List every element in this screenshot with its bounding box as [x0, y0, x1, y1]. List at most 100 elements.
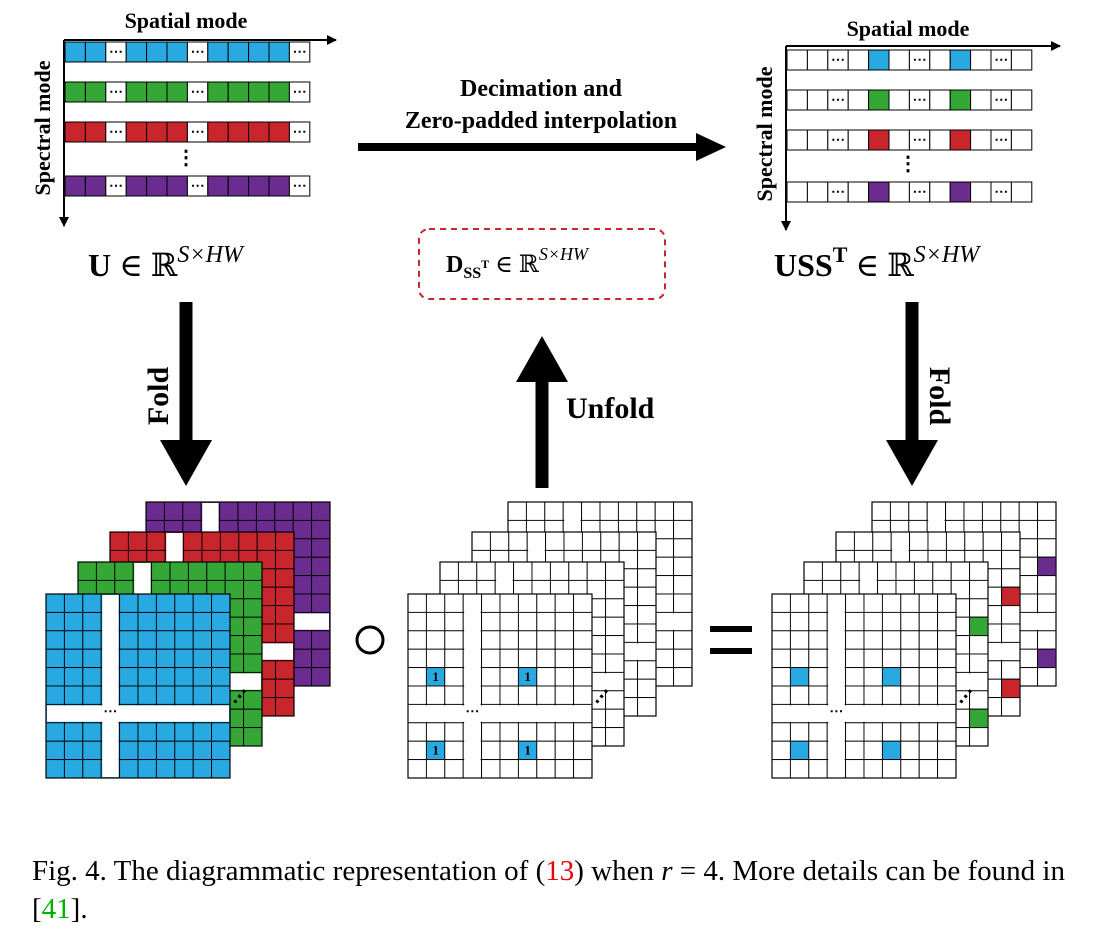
tensor-cell [311, 538, 331, 558]
tensor-cell [536, 759, 556, 779]
tensor-cell [407, 759, 427, 779]
tensor-cell [155, 722, 176, 742]
tensor-cell [789, 740, 810, 761]
tensor-cell [845, 648, 865, 669]
tensor-cell [499, 630, 519, 650]
tensor-cell [853, 531, 874, 551]
tensor-cell [275, 586, 295, 607]
tensor-cell [673, 575, 693, 595]
caption-citation[interactable]: 41 [41, 893, 71, 925]
left-row-cell [64, 41, 86, 63]
tensor-cell [45, 685, 65, 705]
left-row-ellipsis: ⋯ [109, 45, 123, 60]
tensor-cell [499, 648, 519, 669]
tensor-cell [211, 593, 231, 613]
tensor-cell [637, 605, 657, 625]
tensor-cell [808, 667, 828, 687]
equals-bar-bottom [710, 648, 752, 654]
left-row-cell [248, 41, 270, 63]
tensor-cell [581, 501, 601, 521]
caption-equation-ref[interactable]: 13 [545, 855, 575, 887]
unfold-head [516, 336, 568, 382]
tensor-cell [654, 593, 675, 613]
tensor-cell [211, 740, 231, 761]
right-label-sup: S×HW [914, 242, 982, 268]
tensor-cell [82, 740, 102, 761]
right-row-ellipsis: ⋯ [913, 185, 927, 200]
right-row-cell [806, 89, 829, 111]
tensor-cell [45, 648, 65, 669]
tensor-cell [900, 611, 920, 632]
tensor-cell [1037, 575, 1057, 595]
tensor-cell [275, 568, 295, 588]
tensor-cell [499, 667, 519, 687]
tensor-cell [45, 722, 65, 742]
tensor-cell [45, 611, 65, 632]
tensor-cell [439, 561, 459, 581]
tensor-cell [63, 722, 84, 742]
tensor-cell [637, 623, 657, 643]
tensor-cell [211, 630, 231, 650]
tensor-cell [155, 611, 176, 632]
tensor-cell [256, 531, 277, 551]
left-row-ellipsis: ⋯ [109, 179, 123, 194]
tensor-cell [499, 759, 519, 779]
tensor-cell [605, 635, 625, 655]
tensor-cell [1001, 623, 1021, 643]
tensor-cell [63, 648, 84, 669]
tensor-cell [605, 653, 625, 673]
right-row-ellipsis: ⋯ [994, 185, 1008, 200]
tensor-slice [771, 593, 957, 779]
tensor-gap-row [47, 705, 229, 722]
unfold-arrow: Unfold [516, 336, 655, 488]
tensor-cell [292, 501, 313, 521]
left-row-cell [84, 41, 107, 63]
tensor-cell [444, 685, 464, 705]
tensor-cell [311, 648, 331, 669]
fold-arrow-left: Fold [142, 302, 212, 486]
tensor-cell [637, 697, 657, 717]
tensor-cell [311, 556, 331, 577]
tensor-cell [174, 593, 194, 613]
tensor-cell [211, 648, 231, 669]
tensor-cell [407, 630, 427, 650]
tensor-cell [45, 593, 65, 613]
right-row-cell [888, 129, 910, 151]
right-row-cell [847, 181, 870, 203]
tensor-cell [900, 630, 920, 650]
tensor-cell [1001, 531, 1021, 551]
tensor-cell [895, 561, 915, 581]
tensor-cell [969, 579, 989, 600]
tensor-cell [771, 667, 791, 687]
tensor-cell [554, 593, 575, 613]
tensor-cell [1037, 630, 1057, 650]
left-row-cell [64, 81, 86, 103]
tensor-cell [900, 667, 920, 687]
tensor-cell [137, 593, 157, 613]
left-row-cell [146, 121, 168, 143]
decimation-label-line1: Decimation and [460, 76, 623, 102]
tensor-cell [605, 579, 625, 600]
tensor-cell [789, 722, 810, 742]
tensor-colored-cell [1037, 648, 1057, 669]
tensor-cell [517, 759, 538, 779]
tensor-cell [192, 648, 213, 669]
tensor-cell [311, 630, 331, 650]
tensor-cell [636, 501, 656, 521]
tensor-cell [275, 531, 295, 551]
tensor-cell [407, 685, 427, 705]
tensor-cell [192, 722, 213, 742]
right-matrix-rows: ⋯ ⋯ ⋯ ⋯ ⋯ ⋯ ⋯ ⋯ ⋯ ⋯ ⋯ ⋯ [786, 49, 1033, 203]
left-row-ellipsis: ⋯ [191, 85, 205, 100]
left-row-cell [166, 175, 188, 197]
tensor-cell [969, 653, 989, 673]
tensor-cell [163, 501, 184, 521]
caption-mid1: ) when [574, 855, 662, 887]
tensor-cell [481, 740, 501, 761]
tensor-cell [599, 501, 619, 521]
tensor-cell [803, 561, 823, 581]
tensor-cell [969, 561, 989, 581]
tensor-cell [444, 611, 464, 632]
tensor-cell [82, 759, 102, 779]
left-label-in-r: ∈ ℝ [111, 247, 178, 283]
